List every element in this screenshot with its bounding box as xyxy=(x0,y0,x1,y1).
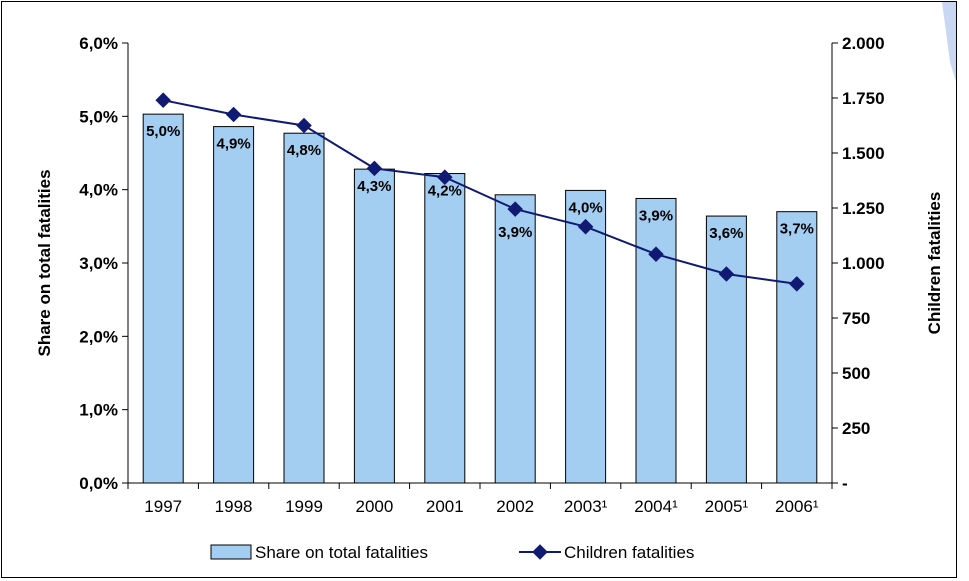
data-label: 4,8% xyxy=(287,142,321,159)
y-tick-label: 0,0% xyxy=(79,474,118,493)
line-point xyxy=(648,246,664,262)
y-tick-label: 5,0% xyxy=(79,107,118,126)
y2-tick-label: 1.500 xyxy=(842,144,885,163)
legend: Share on total fatalities Children fatal… xyxy=(210,543,694,562)
bar xyxy=(635,197,677,484)
data-label: 4,9% xyxy=(216,136,250,153)
tick-labels: 0,0% 1,0% 2,0% 3,0% 4,0% 5,0% 6,0% - 250 500 750 1.… xyxy=(79,34,884,516)
x-tick-label: 2000 xyxy=(355,497,393,516)
line-point xyxy=(437,169,453,185)
legend-swatch-bar xyxy=(210,544,252,560)
legend-label-children: Children fatalities xyxy=(564,543,694,562)
x-tick-label: 2003¹ xyxy=(564,497,608,516)
bar xyxy=(705,215,747,484)
decorative-logo-shape xyxy=(942,2,956,82)
y-tick-label: 4,0% xyxy=(79,181,118,200)
y-tick-label: 3,0% xyxy=(79,254,118,273)
y2-tick-label: 750 xyxy=(842,309,870,328)
x-tick-label: 2001 xyxy=(426,497,464,516)
y-axis-title: Share on total fatalities xyxy=(35,169,54,356)
y2-tick-label: 500 xyxy=(842,364,870,383)
data-label: 3,6% xyxy=(709,225,743,242)
y-tick-label: 6,0% xyxy=(79,34,118,53)
bars xyxy=(142,113,818,484)
x-tick-label: 2004¹ xyxy=(634,497,678,516)
y-tick-label: 2,0% xyxy=(79,327,118,346)
x-tick-label: 2005¹ xyxy=(705,497,749,516)
x-tick-label: 2002 xyxy=(496,497,534,516)
x-tick-label: 2006¹ xyxy=(775,497,819,516)
y2-tick-label: 1.250 xyxy=(842,199,885,218)
y2-tick-label: 1.000 xyxy=(842,254,885,273)
data-label: 4,2% xyxy=(428,183,462,200)
line-point xyxy=(577,218,594,235)
x-tick-label: 1997 xyxy=(144,497,182,516)
bar-data-labels: 5,0% 4,9% 4,8% 4,3% 4,2% 3,9% 4,0% 3,9% 3,6% 3,7% xyxy=(146,123,814,242)
bar xyxy=(142,113,184,484)
bar xyxy=(213,126,255,484)
line-point xyxy=(507,201,523,217)
legend-label-share: Share on total fatalities xyxy=(255,543,428,562)
y2-tick-label: 250 xyxy=(842,419,870,438)
bar xyxy=(494,194,536,484)
bar xyxy=(353,168,395,484)
data-label: 4,0% xyxy=(568,199,602,216)
x-tick-label: 1999 xyxy=(285,497,323,516)
x-tick-label: 1998 xyxy=(215,497,253,516)
line-point xyxy=(366,160,383,177)
line-point xyxy=(296,117,312,134)
data-label: 3,7% xyxy=(780,221,814,238)
legend-marker-children xyxy=(532,544,548,560)
data-label: 3,9% xyxy=(639,207,673,224)
line-point xyxy=(155,92,171,108)
data-label: 5,0% xyxy=(146,123,180,140)
y-tick-label: 1,0% xyxy=(79,401,118,420)
data-label: 3,9% xyxy=(498,224,532,241)
bar xyxy=(424,173,466,484)
series-line xyxy=(163,99,797,285)
y2-tick-label: 1.750 xyxy=(842,89,885,108)
y2-tick-label: - xyxy=(842,474,848,493)
bar xyxy=(283,132,325,484)
y2-axis-title: Children fatalities xyxy=(925,192,944,335)
bar xyxy=(776,211,818,484)
y2-tick-label: 2.000 xyxy=(842,34,885,53)
line-point xyxy=(225,106,242,123)
data-label: 4,3% xyxy=(357,178,391,195)
bar xyxy=(565,189,607,484)
